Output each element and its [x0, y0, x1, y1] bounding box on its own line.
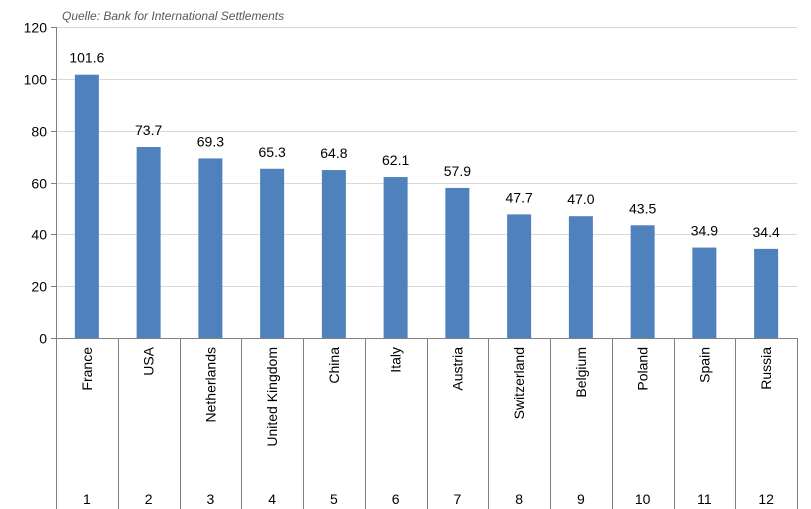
- y-tick-label: 100: [24, 72, 48, 88]
- rank-label: 7: [453, 491, 461, 507]
- x-tick-label: United Kingdom: [264, 347, 280, 447]
- data-label: 34.9: [691, 223, 718, 239]
- bar: [74, 74, 99, 338]
- bar: [260, 168, 285, 338]
- bar: [507, 214, 532, 338]
- data-label: 47.0: [567, 191, 594, 207]
- gridlines: [56, 27, 797, 287]
- y-tick-label: 0: [39, 331, 47, 347]
- rank-label: 8: [515, 491, 523, 507]
- y-tick-label: 60: [31, 176, 47, 192]
- y-tick-label: 20: [31, 279, 47, 295]
- rank-label: 12: [758, 491, 774, 507]
- data-label: 47.7: [506, 189, 533, 205]
- rank-label: 1: [83, 491, 91, 507]
- data-label: 101.6: [69, 50, 104, 66]
- x-tick-label: Spain: [696, 347, 712, 383]
- x-tick-label: USA: [141, 346, 157, 375]
- rank-label: 10: [635, 491, 651, 507]
- x-tick-label: France: [79, 347, 95, 391]
- x-tick-label: Poland: [635, 347, 651, 391]
- y-tick-label: 40: [31, 227, 47, 243]
- rank-label: 9: [577, 491, 585, 507]
- x-axis: France 1 USA 2 Netherlands 3 United Kingdom 4 Ch…: [56, 338, 798, 509]
- x-tick-label: Netherlands: [202, 347, 218, 423]
- data-label: 62.1: [382, 152, 409, 168]
- rank-label: 5: [330, 491, 338, 507]
- bar: [445, 187, 470, 338]
- data-label: 64.8: [320, 145, 347, 161]
- rank-label: 4: [268, 491, 276, 507]
- data-label: 34.4: [753, 224, 780, 240]
- x-tick-label: China: [326, 347, 342, 384]
- bar: [692, 247, 717, 338]
- data-label: 57.9: [444, 163, 471, 179]
- rank-label: 11: [697, 491, 712, 507]
- x-tick-label: Austria: [449, 347, 465, 391]
- bar: [630, 225, 655, 338]
- source-note: Quelle: Bank for International Settlemen…: [62, 9, 284, 23]
- y-tick-label: 80: [31, 124, 47, 140]
- bar: [321, 170, 346, 338]
- rank-label: 3: [206, 491, 214, 507]
- data-label: 65.3: [259, 144, 286, 160]
- x-tick-label: Belgium: [573, 347, 589, 398]
- data-label: 69.3: [197, 133, 224, 149]
- bars: 101.6 73.7 69.3 65.3 64.8 62.1 57.9 47.7 47.0 43.…: [69, 50, 780, 338]
- x-tick-label: Italy: [388, 347, 404, 373]
- bar: [198, 158, 223, 338]
- rank-label: 2: [145, 491, 153, 507]
- y-axis: 0 20 40 60 80 100 120: [24, 20, 57, 347]
- rank-label: 6: [392, 491, 400, 507]
- bar: [136, 146, 161, 338]
- bar: [568, 216, 593, 338]
- bar: [754, 248, 779, 338]
- y-tick-label: 120: [24, 20, 48, 36]
- bar: [383, 177, 408, 338]
- x-tick-label: Switzerland: [511, 347, 527, 419]
- x-tick-label: Russia: [758, 347, 774, 390]
- data-label: 73.7: [135, 122, 162, 138]
- data-label: 43.5: [629, 200, 656, 216]
